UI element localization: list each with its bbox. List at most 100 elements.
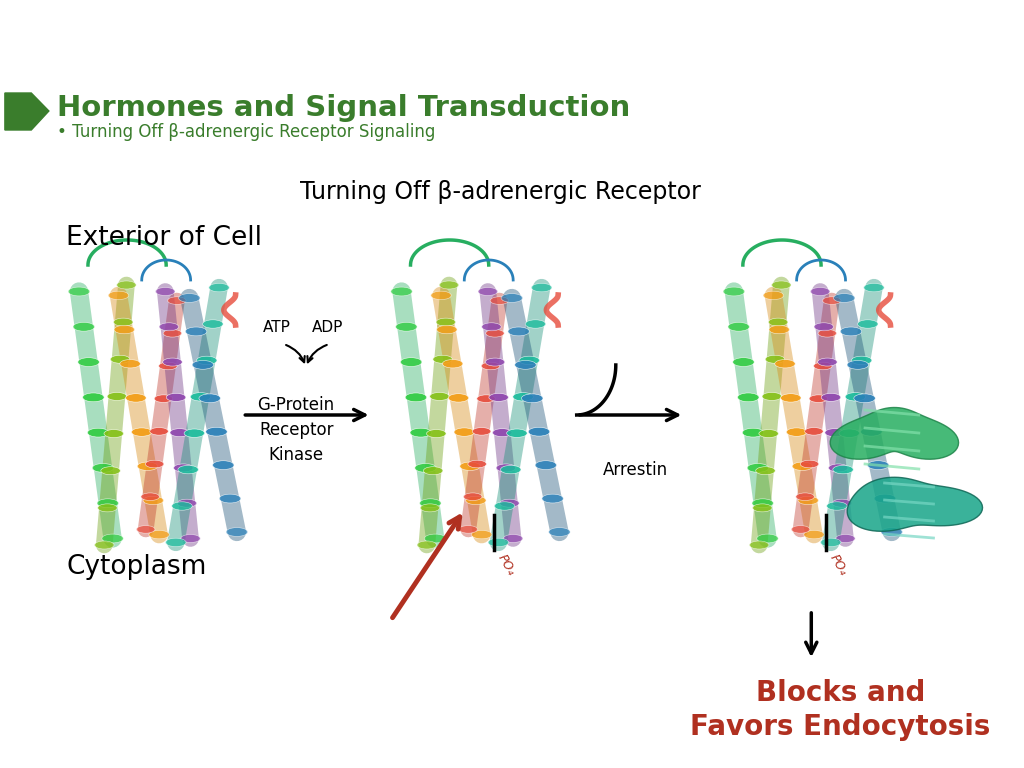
Ellipse shape <box>531 283 552 292</box>
Ellipse shape <box>728 323 750 331</box>
Ellipse shape <box>500 499 519 507</box>
Ellipse shape <box>765 356 784 363</box>
Text: Blocks and
Favors Endocytosis: Blocks and Favors Endocytosis <box>690 679 991 741</box>
Ellipse shape <box>768 318 787 326</box>
Text: PO₄: PO₄ <box>827 552 850 578</box>
Ellipse shape <box>170 429 189 437</box>
Ellipse shape <box>756 467 775 475</box>
Ellipse shape <box>757 534 778 543</box>
Ellipse shape <box>400 358 422 366</box>
Ellipse shape <box>733 358 755 366</box>
Ellipse shape <box>104 429 124 438</box>
Ellipse shape <box>805 428 823 435</box>
Ellipse shape <box>148 531 169 539</box>
Ellipse shape <box>752 498 773 508</box>
Ellipse shape <box>536 461 557 469</box>
Ellipse shape <box>881 528 902 536</box>
Text: ATP: ATP <box>263 320 291 336</box>
Ellipse shape <box>542 494 563 503</box>
Ellipse shape <box>163 329 181 337</box>
Ellipse shape <box>481 323 501 331</box>
Text: Exterior of Cell: Exterior of Cell <box>67 225 262 251</box>
Ellipse shape <box>143 496 164 505</box>
Ellipse shape <box>504 535 523 542</box>
Ellipse shape <box>833 499 852 507</box>
Ellipse shape <box>750 541 769 549</box>
Ellipse shape <box>155 395 173 402</box>
Ellipse shape <box>178 293 200 303</box>
Ellipse shape <box>177 499 197 507</box>
Ellipse shape <box>495 502 515 510</box>
Ellipse shape <box>226 528 248 536</box>
Text: Arrestin: Arrestin <box>603 461 668 479</box>
Ellipse shape <box>769 326 790 334</box>
Ellipse shape <box>796 493 814 501</box>
Ellipse shape <box>166 538 186 547</box>
Ellipse shape <box>818 329 837 337</box>
Ellipse shape <box>94 541 114 549</box>
Ellipse shape <box>184 429 205 438</box>
Ellipse shape <box>737 393 759 402</box>
Ellipse shape <box>197 356 217 365</box>
Ellipse shape <box>97 504 117 511</box>
Ellipse shape <box>87 429 109 437</box>
Ellipse shape <box>424 534 445 543</box>
Ellipse shape <box>181 535 201 542</box>
Ellipse shape <box>471 531 492 539</box>
Ellipse shape <box>108 392 127 400</box>
Text: PO₄: PO₄ <box>495 552 517 578</box>
Ellipse shape <box>792 525 810 533</box>
Ellipse shape <box>417 541 436 549</box>
Ellipse shape <box>430 392 450 400</box>
Ellipse shape <box>145 460 164 468</box>
Ellipse shape <box>109 291 129 300</box>
Ellipse shape <box>513 392 534 401</box>
Ellipse shape <box>485 329 504 337</box>
Ellipse shape <box>814 323 834 331</box>
Ellipse shape <box>395 323 417 331</box>
Ellipse shape <box>519 356 540 365</box>
Ellipse shape <box>762 392 781 400</box>
Ellipse shape <box>775 359 796 368</box>
Polygon shape <box>5 93 49 130</box>
Ellipse shape <box>136 525 155 533</box>
Ellipse shape <box>406 393 427 402</box>
Ellipse shape <box>763 291 783 300</box>
Ellipse shape <box>166 393 186 402</box>
Ellipse shape <box>126 394 146 402</box>
Text: Cytoplasm: Cytoplasm <box>67 554 207 580</box>
Ellipse shape <box>496 464 516 472</box>
Ellipse shape <box>748 464 769 472</box>
Ellipse shape <box>420 498 441 508</box>
Ellipse shape <box>185 327 207 336</box>
Ellipse shape <box>834 293 855 303</box>
Ellipse shape <box>851 356 871 365</box>
Ellipse shape <box>488 538 509 547</box>
Ellipse shape <box>847 360 868 369</box>
Ellipse shape <box>436 318 456 326</box>
Ellipse shape <box>73 323 94 331</box>
Ellipse shape <box>97 498 119 508</box>
Ellipse shape <box>172 502 193 510</box>
Ellipse shape <box>436 326 457 334</box>
Ellipse shape <box>826 502 847 510</box>
Ellipse shape <box>839 429 859 438</box>
Ellipse shape <box>120 359 140 368</box>
Ellipse shape <box>193 360 214 369</box>
Ellipse shape <box>442 359 463 368</box>
Ellipse shape <box>114 318 133 326</box>
Ellipse shape <box>753 504 772 511</box>
Ellipse shape <box>528 427 550 436</box>
Ellipse shape <box>468 460 486 468</box>
Ellipse shape <box>742 429 764 437</box>
Ellipse shape <box>433 356 453 363</box>
Ellipse shape <box>203 319 223 328</box>
Polygon shape <box>830 408 958 459</box>
Ellipse shape <box>209 283 229 292</box>
Ellipse shape <box>836 535 855 542</box>
Ellipse shape <box>786 428 807 436</box>
Ellipse shape <box>759 429 778 438</box>
Ellipse shape <box>92 464 114 472</box>
Ellipse shape <box>488 393 509 402</box>
Ellipse shape <box>420 504 439 511</box>
